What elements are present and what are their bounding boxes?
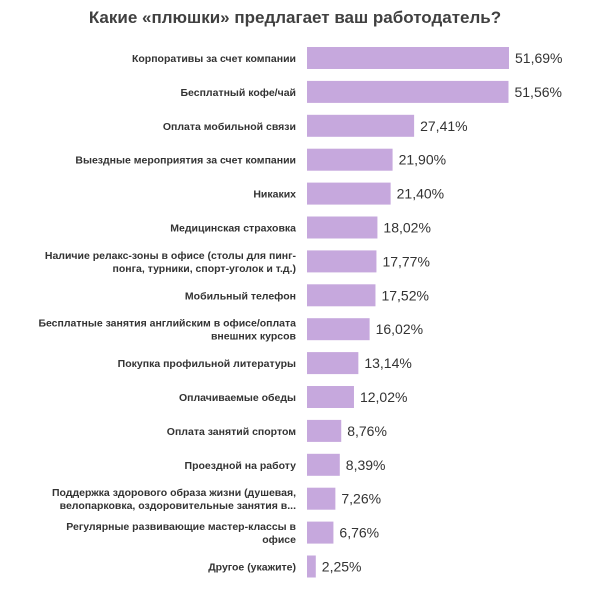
data-label: 18,02%: [383, 220, 430, 236]
data-label: 16,02%: [376, 321, 423, 337]
data-label: 8,39%: [346, 457, 386, 473]
data-label: 17,77%: [382, 253, 429, 269]
category-label: Выездные мероприятия за счет компании: [75, 155, 296, 167]
bar: [307, 555, 316, 578]
category-label: Медицинская страховка: [170, 223, 296, 235]
category-label-line: Наличие релакс-зоны в офисе (столы для п…: [45, 250, 297, 262]
data-label: 6,76%: [339, 525, 379, 541]
chart-title: Какие «плюшки» предлагает ваш работодате…: [88, 8, 502, 27]
bar: [307, 148, 393, 171]
category-label: Поддержка здорового образа жизни (душева…: [52, 487, 296, 512]
category-label: Оплата занятий спортом: [167, 426, 296, 438]
category-label-line: Бесплатные занятия английским в офисе/оп…: [38, 318, 296, 330]
category-label-line: внешних курсов: [211, 331, 297, 343]
data-label: 17,52%: [381, 287, 428, 303]
data-label: 21,40%: [397, 186, 444, 202]
category-label-line: Оплата занятий спортом: [167, 426, 296, 438]
category-label-line: Регулярные развивающие мастер-классы в: [66, 521, 296, 533]
bar: [307, 487, 336, 510]
bar: [307, 352, 359, 375]
bar: [307, 419, 342, 442]
data-label: 27,41%: [420, 118, 467, 134]
category-label-line: велопарковка, оздоровительные занятия в.…: [60, 500, 296, 512]
category-label-line: Другое (укажите): [208, 562, 296, 574]
data-label: 51,56%: [514, 84, 561, 100]
category-label-line: Покупка профильной литературы: [118, 358, 296, 370]
category-label: Оплата мобильной связи: [163, 121, 296, 133]
bar: [307, 80, 509, 103]
category-label-line: Корпоративы за счет компании: [132, 53, 296, 65]
category-label: Никаких: [253, 189, 296, 201]
data-label: 21,90%: [399, 152, 446, 168]
bar: [307, 521, 334, 544]
category-label: Другое (укажите): [208, 562, 296, 574]
data-label: 8,76%: [347, 423, 387, 439]
category-label-line: Проездной на работу: [185, 460, 297, 472]
category-label-line: Медицинская страховка: [170, 223, 296, 235]
category-label-line: понга, турники, спорт-уголок и т.д.): [113, 263, 296, 275]
data-label: 51,69%: [515, 50, 562, 66]
category-label-line: Никаких: [253, 189, 296, 201]
bar: [307, 453, 340, 476]
bar: [307, 250, 377, 273]
bar: [307, 318, 370, 341]
data-label: 13,14%: [364, 355, 411, 371]
data-label: 12,02%: [360, 389, 407, 405]
bar: [307, 216, 378, 239]
category-label: Регулярные развивающие мастер-классы в оф…: [66, 521, 296, 546]
data-label: 7,26%: [341, 491, 381, 507]
category-label-line: Оплата мобильной связи: [163, 121, 296, 133]
category-label-line: офисе: [262, 534, 296, 546]
bar: [307, 386, 354, 408]
data-label: 2,25%: [322, 559, 362, 575]
category-label-line: Выездные мероприятия за счет компании: [75, 155, 296, 167]
category-label-line: Оплачиваемые обеды: [179, 392, 296, 404]
category-label-line: Мобильный телефон: [185, 290, 296, 302]
bar: [307, 114, 415, 137]
bar: [307, 284, 376, 307]
category-label: Бесплатный кофе/чай: [181, 87, 297, 99]
bar: [307, 182, 391, 205]
category-label: Наличие релакс-зоны в офисе (столы для п…: [45, 250, 297, 275]
category-label-line: Поддержка здорового образа жизни (душева…: [52, 487, 296, 499]
category-label: Бесплатные занятия английским в офисе/оп…: [38, 318, 296, 343]
category-label: Корпоративы за счет компании: [132, 53, 296, 65]
category-label-line: Бесплатный кофе/чай: [181, 87, 297, 99]
category-label: Проездной на работу: [185, 460, 297, 472]
category-label: Оплачиваемые обеды: [179, 392, 296, 404]
category-label: Покупка профильной литературы: [118, 358, 296, 370]
bar: [307, 47, 509, 69]
category-label: Мобильный телефон: [185, 290, 296, 302]
